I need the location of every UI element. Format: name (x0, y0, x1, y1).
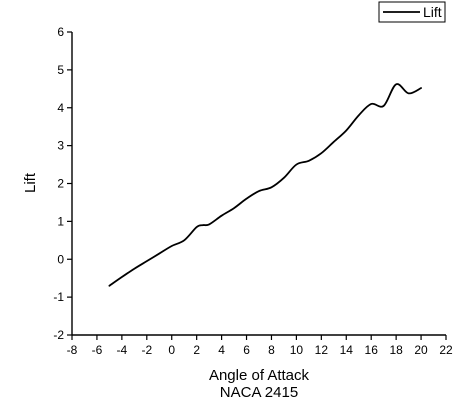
y-axis-ticks: -2 -1 0 1 2 3 4 5 6 (53, 25, 72, 342)
x-axis-ticks: -8 -6 -4 -2 0 2 4 6 8 10 12 14 16 18 20 22 (67, 335, 453, 357)
x-tick-label: 0 (168, 343, 175, 357)
x-tick-label: 10 (290, 343, 304, 357)
y-tick-label: 6 (57, 25, 64, 39)
x-tick-label: 8 (268, 343, 275, 357)
y-tick-label: -1 (53, 290, 64, 304)
x-tick-label: 16 (365, 343, 379, 357)
x-tick-label: -4 (117, 343, 128, 357)
series-layer (108, 83, 422, 287)
y-tick-label: 5 (57, 63, 64, 77)
x-axis-title: Angle of Attack (209, 367, 310, 384)
x-tick-label: -8 (67, 343, 78, 357)
y-tick-label: 1 (57, 214, 64, 228)
x-tick-label: 2 (193, 343, 200, 357)
plot-axes (71, 32, 446, 336)
series-line-lift (108, 83, 422, 287)
x-tick-label: 6 (243, 343, 250, 357)
x-tick-label: 12 (315, 343, 329, 357)
y-tick-label: 0 (57, 252, 64, 266)
x-tick-label: 14 (340, 343, 354, 357)
x-axis-subtitle: NACA 2415 (220, 384, 298, 401)
x-tick-label: -2 (141, 343, 152, 357)
y-tick-label: 3 (57, 139, 64, 153)
x-tick-label: 18 (389, 343, 403, 357)
y-tick-label: 4 (57, 101, 64, 115)
legend-label-lift: Lift (423, 4, 442, 20)
legend: Lift (378, 1, 446, 23)
x-tick-label: -6 (92, 343, 103, 357)
y-tick-label: -2 (53, 328, 64, 342)
x-tick-label: 4 (218, 343, 225, 357)
y-axis-title: Lift (22, 172, 39, 193)
y-tick-label: 2 (57, 177, 64, 191)
x-tick-label: 20 (414, 343, 428, 357)
x-tick-label: 22 (439, 343, 453, 357)
